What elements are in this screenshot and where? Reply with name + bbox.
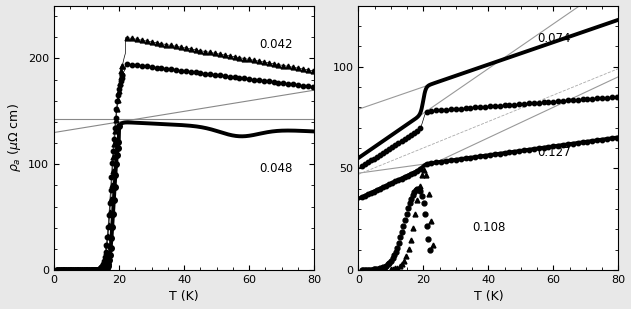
Text: 0.074: 0.074: [537, 32, 570, 45]
X-axis label: T (K): T (K): [169, 290, 199, 303]
X-axis label: T (K): T (K): [473, 290, 503, 303]
Text: 0.127: 0.127: [537, 146, 570, 159]
Text: 0.108: 0.108: [472, 221, 505, 234]
Text: 0.048: 0.048: [259, 162, 292, 175]
Text: 0.042: 0.042: [259, 38, 292, 51]
Y-axis label: $\rho_a$ ($\mu\Omega$ cm): $\rho_a$ ($\mu\Omega$ cm): [6, 104, 23, 172]
